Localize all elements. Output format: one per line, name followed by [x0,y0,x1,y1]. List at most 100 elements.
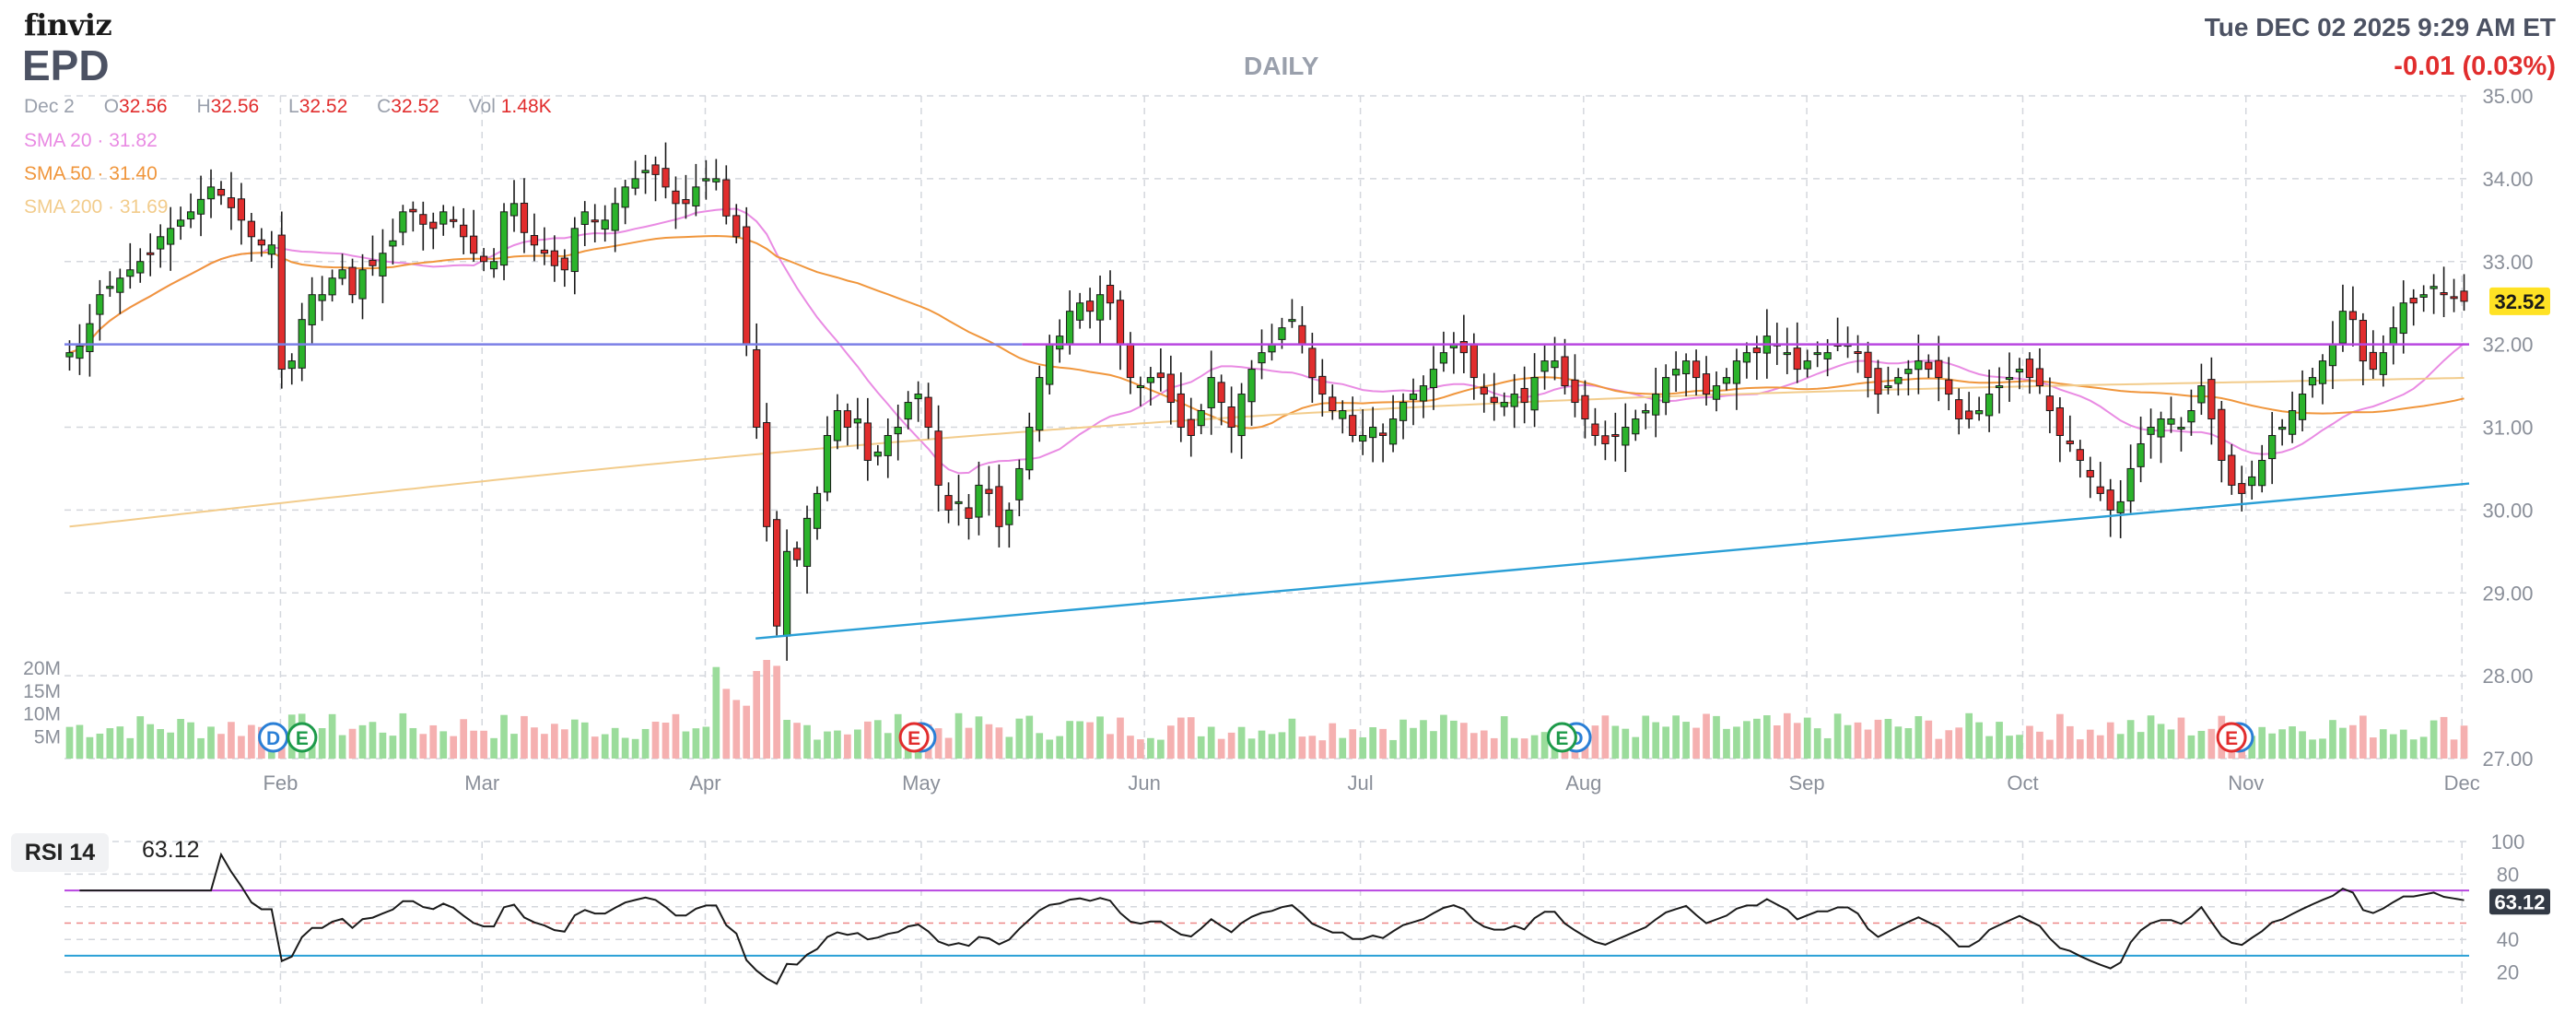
candle-body [1864,351,1872,379]
volume-bar [1379,728,1387,759]
candle-body [2369,351,2377,371]
volume-bar [76,724,84,759]
volume-bar [934,728,943,759]
rsi-tick-label: 40 [2497,928,2519,951]
volume-bar [1278,732,1286,759]
dividend-marker: D [258,722,289,753]
volume-bar [1762,715,1771,759]
volume-bar [1530,735,1539,759]
volume-bar [1753,718,1761,759]
finviz-logo[interactable]: finviz [24,7,112,42]
candle-body [1298,324,1306,346]
candle-body [1369,427,1377,439]
volume-bar [1389,739,1397,759]
candle-body [2015,369,2024,373]
candle-body [1469,343,1478,379]
volume-bar [814,739,821,759]
volume-bar [1601,715,1610,759]
candle-body [206,186,216,200]
candle-body [1803,360,1811,370]
volume-bar [1622,728,1630,759]
candle-body [499,211,509,266]
volume-bar [1854,722,1862,759]
candle-body [1318,375,1327,395]
x-tick-label: Feb [263,771,298,795]
sma20-legend[interactable]: SMA 20 · 31.82 [24,130,158,151]
volume-bar [1743,721,1751,759]
volume-bar [1510,737,1518,759]
volume-bar [1813,728,1821,759]
volume-bar [1197,736,1205,759]
volume-bar [541,734,548,759]
volume-bar [631,738,639,759]
volume-bar [2460,725,2468,759]
candle-body [1712,385,1721,400]
candle-body [1036,377,1044,431]
sma50-legend[interactable]: SMA 50 · 31.40 [24,163,158,184]
volume-bar [894,713,902,759]
candle-body [520,202,529,233]
candle-body [1894,377,1903,384]
price-tick-label: 31.00 [2482,417,2533,440]
candle-body [2348,311,2358,321]
candle-body [1419,385,1428,402]
candle-body [1146,377,1155,383]
candle-body [2106,489,2114,511]
candle-body [2288,410,2297,435]
volume-bar [2016,735,2023,759]
candle-body [641,170,650,173]
earnings-marker: E [1546,722,1577,753]
volume-bar [450,736,458,759]
candle-body [884,434,892,456]
rsi-label[interactable]: RSI 14 [11,833,109,872]
sma200-legend[interactable]: SMA 200 · 31.69 [24,196,169,218]
candle-body [904,402,912,420]
timeframe-label[interactable]: DAILY [1244,52,1319,80]
candle-body [2126,467,2135,502]
volume-bar [1884,718,1892,759]
candle-body [1611,434,1620,438]
price-tick-label: 29.00 [2482,582,2533,605]
volume-bar [2026,725,2033,759]
candle-body [954,500,963,504]
candle-body [1752,347,1761,354]
candle-body [1046,344,1054,385]
volume-bar [2359,715,2367,759]
candle-body [116,277,124,293]
candle-body [1177,393,1185,429]
candle-body [1813,352,1821,356]
candle-body [1823,352,1832,359]
candle-body [833,410,842,441]
volume-bar [2167,729,2175,759]
volume-bar [672,713,680,759]
candle-body [470,235,478,254]
candle-body [2228,454,2236,486]
price-tick-label: 34.00 [2482,168,2533,191]
volume-bar [1339,737,1347,759]
candle-body [379,253,387,277]
candle-body [985,489,993,494]
candle-body [1359,434,1367,442]
candle-body [2318,360,2327,384]
candle-body [2440,292,2448,296]
x-tick-label: Jul [1348,771,1374,795]
volume-bar [1166,725,1175,759]
volume-bar [1258,730,1266,759]
candle-body [2430,286,2438,289]
candle-body [1439,352,1448,364]
volume-bar [1056,736,1064,759]
volume-bar [358,724,367,759]
candle-body [662,168,670,188]
candle-body [560,257,568,271]
candle-body [1237,394,1246,437]
candle-body [247,220,255,238]
candle-body [2238,483,2246,494]
candle-body [1085,300,1095,312]
volume-bar [338,735,346,759]
candle-body [2076,449,2084,461]
earnings-marker: E [2216,722,2247,753]
candle-body [1388,418,1398,445]
rsi-last-tag [2489,889,2550,915]
volume-bar [1268,734,1276,759]
